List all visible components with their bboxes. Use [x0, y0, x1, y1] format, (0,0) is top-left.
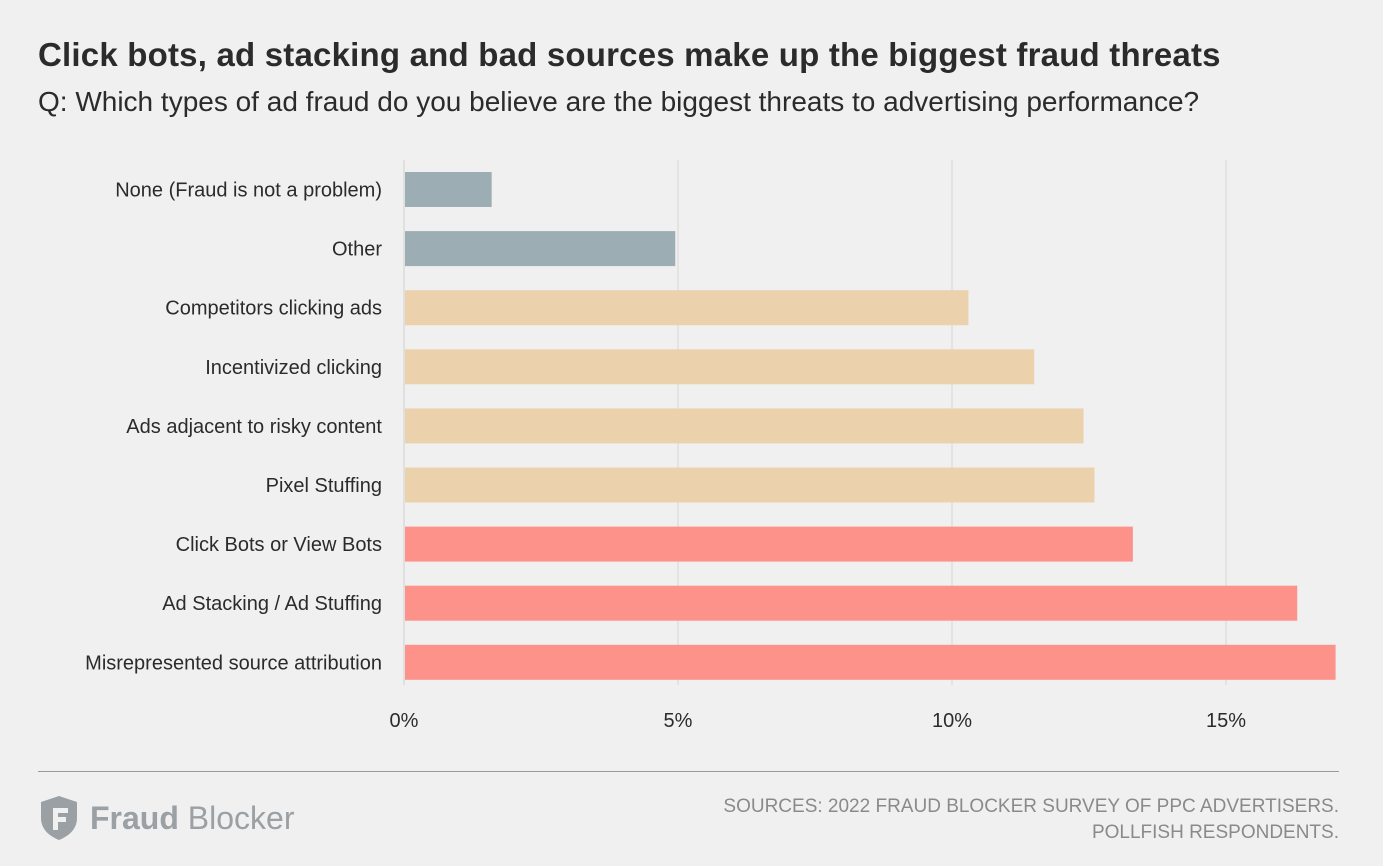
- category-label: Misrepresented source attribution: [85, 652, 382, 674]
- fraud-blocker-logo: Fraud Blocker: [38, 794, 294, 842]
- x-tick-label: 10%: [932, 710, 972, 732]
- category-label: None (Fraud is not a problem): [115, 180, 382, 202]
- bar: [405, 172, 492, 207]
- shield-icon: [41, 796, 77, 840]
- sources-line-2: POLLFISH RESPONDENTS.: [1091, 822, 1339, 843]
- category-label: Competitors clicking ads: [165, 298, 382, 320]
- x-tick-label: 0%: [390, 710, 419, 732]
- chart-title: Click bots, ad stacking and bad sources …: [38, 36, 1221, 73]
- category-label: Click Bots or View Bots: [176, 534, 382, 556]
- logo-name-bold: Fraud: [90, 799, 179, 836]
- sources-line-1: SOURCES: 2022 FRAUD BLOCKER SURVEY OF PP…: [723, 796, 1339, 817]
- bar: [405, 467, 1095, 503]
- sources-note: SOURCES: 2022 FRAUD BLOCKER SURVEY OF PP…: [723, 794, 1339, 846]
- x-tick-label: 15%: [1206, 710, 1246, 732]
- footer-divider: [38, 771, 1339, 772]
- bar: [405, 231, 676, 267]
- bar: [405, 644, 1336, 680]
- chart-subtitle: Q: Which types of ad fraud do you believ…: [38, 86, 1200, 117]
- x-tick-label: 5%: [664, 710, 693, 732]
- logo-name-light: Blocker: [187, 799, 295, 836]
- bar: [405, 408, 1084, 444]
- category-label: Ad Stacking / Ad Stuffing: [162, 593, 382, 615]
- bar: [405, 585, 1298, 621]
- category-label: Other: [332, 239, 382, 261]
- bar: [405, 349, 1035, 385]
- category-label: Ads adjacent to risky content: [126, 416, 382, 438]
- bar: [405, 526, 1133, 562]
- category-label: Incentivized clicking: [205, 357, 382, 379]
- category-label: Pixel Stuffing: [266, 475, 382, 497]
- bar: [405, 290, 969, 326]
